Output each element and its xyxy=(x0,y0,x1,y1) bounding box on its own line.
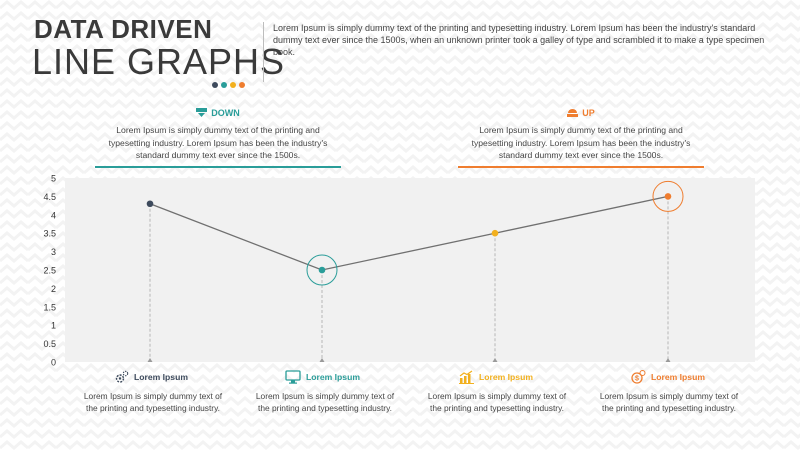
base-marker-4 xyxy=(665,358,671,362)
y-tick-label-6: 3 xyxy=(51,247,56,257)
callout-down-text: Lorem Ipsum is simply dummy text of the … xyxy=(108,125,328,160)
base-marker-1 xyxy=(147,358,153,362)
callout-down-rule xyxy=(95,165,341,168)
card-2-text: Lorem Ipsum is simply dummy text of the … xyxy=(255,391,395,413)
callout-down-label: DOWN xyxy=(211,108,240,118)
highlight-ring-4 xyxy=(652,180,684,212)
series-line xyxy=(149,195,669,271)
card-3: Lorem Ipsum Lorem Ipsum is simply dummy … xyxy=(422,370,572,414)
teal-dot xyxy=(221,82,227,88)
svg-text:$: $ xyxy=(635,376,639,383)
monitor-icon xyxy=(285,370,301,384)
card-4: $ Lorem Ipsum Lorem Ipsum is simply dumm… xyxy=(594,370,744,414)
callout-up: UP Lorem Ipsum is simply dummy text of t… xyxy=(458,108,704,168)
title-line-1: DATA DRIVEN xyxy=(34,14,213,44)
card-1: Lorem Ipsum Lorem Ipsum is simply dummy … xyxy=(78,370,228,414)
callout-up-text: Lorem Ipsum is simply dummy text of the … xyxy=(471,125,691,160)
gears-icon xyxy=(115,370,129,383)
y-tick-label-3: 1.5 xyxy=(43,302,56,312)
data-point-1 xyxy=(146,200,154,208)
down-tray-icon xyxy=(196,108,208,117)
bar-chart-icon xyxy=(459,370,474,384)
navy-dot xyxy=(212,82,218,88)
card-2: Lorem Ipsum Lorem Ipsum is simply dummy … xyxy=(250,370,400,414)
header-divider xyxy=(263,22,264,82)
orange-dot xyxy=(239,82,245,88)
plot-area xyxy=(65,178,755,362)
card-3-text: Lorem Ipsum is simply dummy text of the … xyxy=(427,391,567,413)
drop-lines xyxy=(149,196,669,362)
data-points xyxy=(146,193,672,274)
y-axis-ticks: 0 0.5 1 1.5 2 2.5 3 3.5 4 4.5 5 xyxy=(43,174,56,368)
y-tick-label-10: 5 xyxy=(51,174,56,184)
intro-text: Lorem Ipsum is simply dummy text of the … xyxy=(273,23,765,57)
card-4-text: Lorem Ipsum is simply dummy text of the … xyxy=(599,391,739,413)
y-tick-label-7: 3.5 xyxy=(43,229,56,239)
money-icon: $ xyxy=(631,370,646,384)
y-tick-label-5: 2.5 xyxy=(43,266,56,276)
highlight-rings xyxy=(306,180,684,286)
highlight-ring-2 xyxy=(306,254,338,286)
y-tick-label-2: 1 xyxy=(51,321,56,331)
y-tick-label-9: 4.5 xyxy=(43,192,56,202)
yellow-dot xyxy=(230,82,236,88)
x-base-markers xyxy=(147,358,671,362)
y-tick-label-4: 2 xyxy=(51,284,56,294)
title-color-dots xyxy=(212,82,245,88)
base-marker-2 xyxy=(319,358,325,362)
data-point-2 xyxy=(318,266,326,274)
card-2-title: Lorem Ipsum xyxy=(306,372,360,382)
y-tick-label-0: 0 xyxy=(51,358,56,368)
data-point-4 xyxy=(664,193,672,200)
card-4-title: Lorem Ipsum xyxy=(651,372,705,382)
card-1-title: Lorem Ipsum xyxy=(134,372,188,382)
up-tray-icon xyxy=(567,109,579,117)
callout-down: DOWN Lorem Ipsum is simply dummy text of… xyxy=(95,108,341,168)
base-marker-3 xyxy=(492,358,498,362)
card-3-title: Lorem Ipsum xyxy=(479,372,533,382)
callout-up-label: UP xyxy=(582,108,595,118)
card-1-text: Lorem Ipsum is simply dummy text of the … xyxy=(83,391,223,413)
y-tick-label-8: 4 xyxy=(51,210,56,220)
title-line-2: LINE GRAPHS xyxy=(32,41,286,82)
data-point-3 xyxy=(491,229,499,237)
y-tick-label-1: 0.5 xyxy=(43,339,56,349)
callout-up-rule xyxy=(458,165,704,168)
